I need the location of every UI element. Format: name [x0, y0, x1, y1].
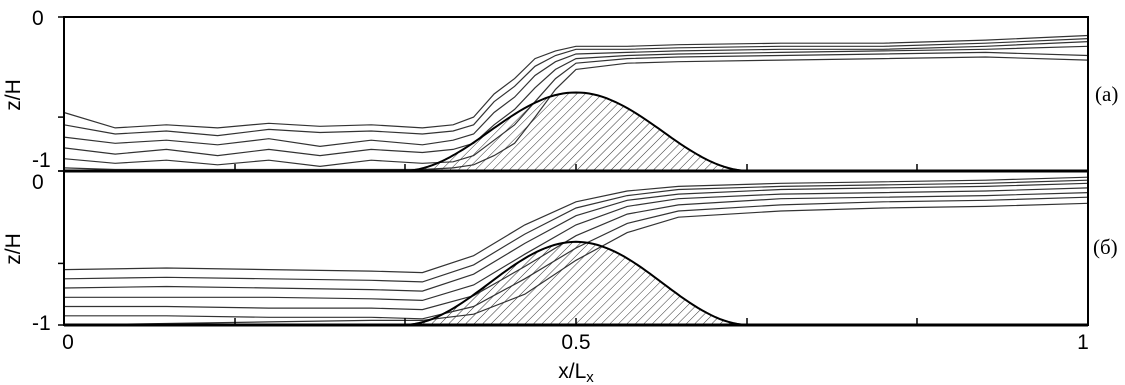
x-axis-title-subscript: x [586, 369, 594, 385]
panel-b-label: (б) [1093, 235, 1118, 259]
panel-b-contour-1 [63, 176, 1089, 274]
xtick-label-1: 1 [1077, 331, 1089, 354]
panel-a-ytick-bottom: -1 [32, 149, 51, 172]
xtick-label-0: 0 [62, 331, 74, 354]
x-axis-title: x/Lx [558, 360, 594, 385]
panel-b-contour-2 [63, 179, 1089, 283]
panel-a-contour-2 [63, 38, 1089, 137]
panel-a-label: (a) [1095, 82, 1118, 106]
panel-b-ylabel: z/H [2, 233, 25, 265]
panel-b-contour-4 [64, 187, 1089, 302]
panel-b: 0 -1 z/H (б) 0 0.5 1 [2, 170, 1118, 354]
panel-a-ylabel: z/H [2, 79, 25, 111]
panel-a-ytick-top: 0 [32, 7, 44, 30]
panel-a-topography [401, 91, 751, 172]
panel-b-contour-3 [63, 182, 1089, 292]
panel-b-ticks [58, 170, 1089, 326]
panel-a-contour-4 [63, 45, 1089, 157]
panel-b-ytick-top: 0 [32, 171, 44, 194]
panel-a-contour-1 [63, 34, 1089, 129]
panel-b-topography [401, 240, 751, 326]
xtick-label-0.5: 0.5 [561, 331, 590, 354]
panel-b-ytick-bottom: -1 [32, 312, 51, 335]
panel-a: 0 -1 z/H (a) [2, 7, 1118, 173]
panel-a-contour-3 [63, 41, 1089, 148]
